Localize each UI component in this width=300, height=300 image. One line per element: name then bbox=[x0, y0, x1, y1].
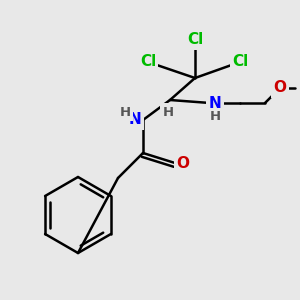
Text: Cl: Cl bbox=[140, 55, 156, 70]
Text: Cl: Cl bbox=[187, 32, 203, 47]
Text: N: N bbox=[129, 112, 141, 128]
Text: H: H bbox=[119, 106, 130, 118]
Text: N: N bbox=[208, 95, 221, 110]
Text: H: H bbox=[209, 110, 220, 124]
Text: O: O bbox=[176, 155, 190, 170]
Text: H: H bbox=[162, 106, 174, 118]
Text: O: O bbox=[274, 80, 286, 95]
Text: Cl: Cl bbox=[232, 55, 248, 70]
